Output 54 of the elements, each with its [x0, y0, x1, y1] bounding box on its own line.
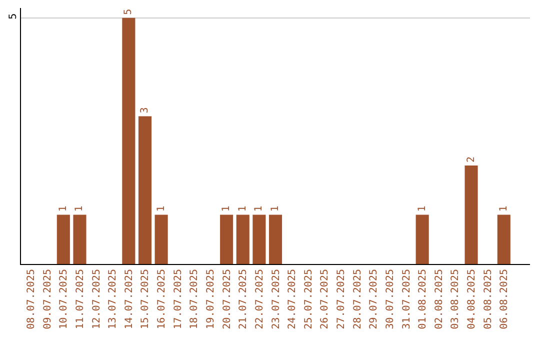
bar — [268, 214, 282, 264]
x-tick-label: 13.07.2025 — [108, 269, 119, 330]
data-label: 5 — [123, 8, 134, 15]
x-tick-label: 20.07.2025 — [222, 269, 233, 330]
x-tick-label: 27.07.2025 — [336, 269, 348, 330]
x-tick-label: 05.08.2025 — [482, 269, 494, 330]
x-tick-label: 24.07.2025 — [287, 269, 298, 330]
bar — [220, 214, 234, 264]
x-tick-label: 30.07.2025 — [384, 269, 396, 330]
data-label: 1 — [270, 206, 281, 212]
bar — [154, 214, 168, 264]
x-tick-label: 28.07.2025 — [352, 269, 364, 330]
x-tick-label: 08.07.2025 — [26, 269, 38, 330]
bar — [138, 116, 152, 264]
x-tick-label: 04.08.2025 — [466, 269, 478, 330]
data-label: 1 — [221, 206, 232, 212]
bar — [416, 214, 429, 264]
x-tick-label: 17.07.2025 — [172, 269, 184, 330]
data-label: 1 — [156, 206, 167, 212]
data-label: 2 — [466, 156, 477, 163]
x-tick-label: 02.08.2025 — [434, 269, 445, 330]
data-label: 1 — [237, 206, 248, 212]
x-tick-label: 09.07.2025 — [42, 269, 54, 330]
x-tick-label: 26.07.2025 — [320, 269, 331, 330]
data-label: 1 — [254, 206, 265, 212]
x-tick-label: 23.07.2025 — [270, 269, 282, 330]
data-label: 1 — [58, 206, 69, 212]
x-tick-label: 21.07.2025 — [238, 269, 250, 330]
x-tick-label: 03.08.2025 — [450, 269, 462, 330]
x-tick-label: 06.08.2025 — [499, 269, 510, 330]
x-tick-label: 11.07.2025 — [74, 269, 86, 330]
bar — [73, 214, 86, 264]
x-tick-label: 18.07.2025 — [189, 269, 200, 330]
x-tick-label: 19.07.2025 — [205, 269, 216, 330]
x-tick-label: 31.07.2025 — [401, 269, 412, 330]
x-tick-label: 16.07.2025 — [156, 269, 168, 330]
x-tick-label: 25.07.2025 — [303, 269, 314, 330]
x-tick-label: 14.07.2025 — [124, 269, 135, 330]
data-label: 1 — [74, 206, 86, 212]
data-label: 1 — [498, 206, 510, 212]
data-label: 3 — [139, 107, 150, 114]
x-tick-label: 22.07.2025 — [254, 269, 266, 330]
x-tick-label: 12.07.2025 — [91, 269, 102, 330]
bar — [56, 214, 70, 264]
x-tick-label: 29.07.2025 — [368, 269, 380, 330]
bar — [252, 214, 266, 264]
x-tick-label: 10.07.2025 — [58, 269, 70, 330]
bar — [464, 166, 478, 264]
x-tick-label: 15.07.2025 — [140, 269, 152, 330]
x-tick-label: 01.08.2025 — [418, 269, 429, 330]
data-label: 1 — [416, 206, 428, 212]
bar — [236, 214, 250, 264]
bar — [497, 214, 510, 264]
bar — [122, 18, 136, 264]
